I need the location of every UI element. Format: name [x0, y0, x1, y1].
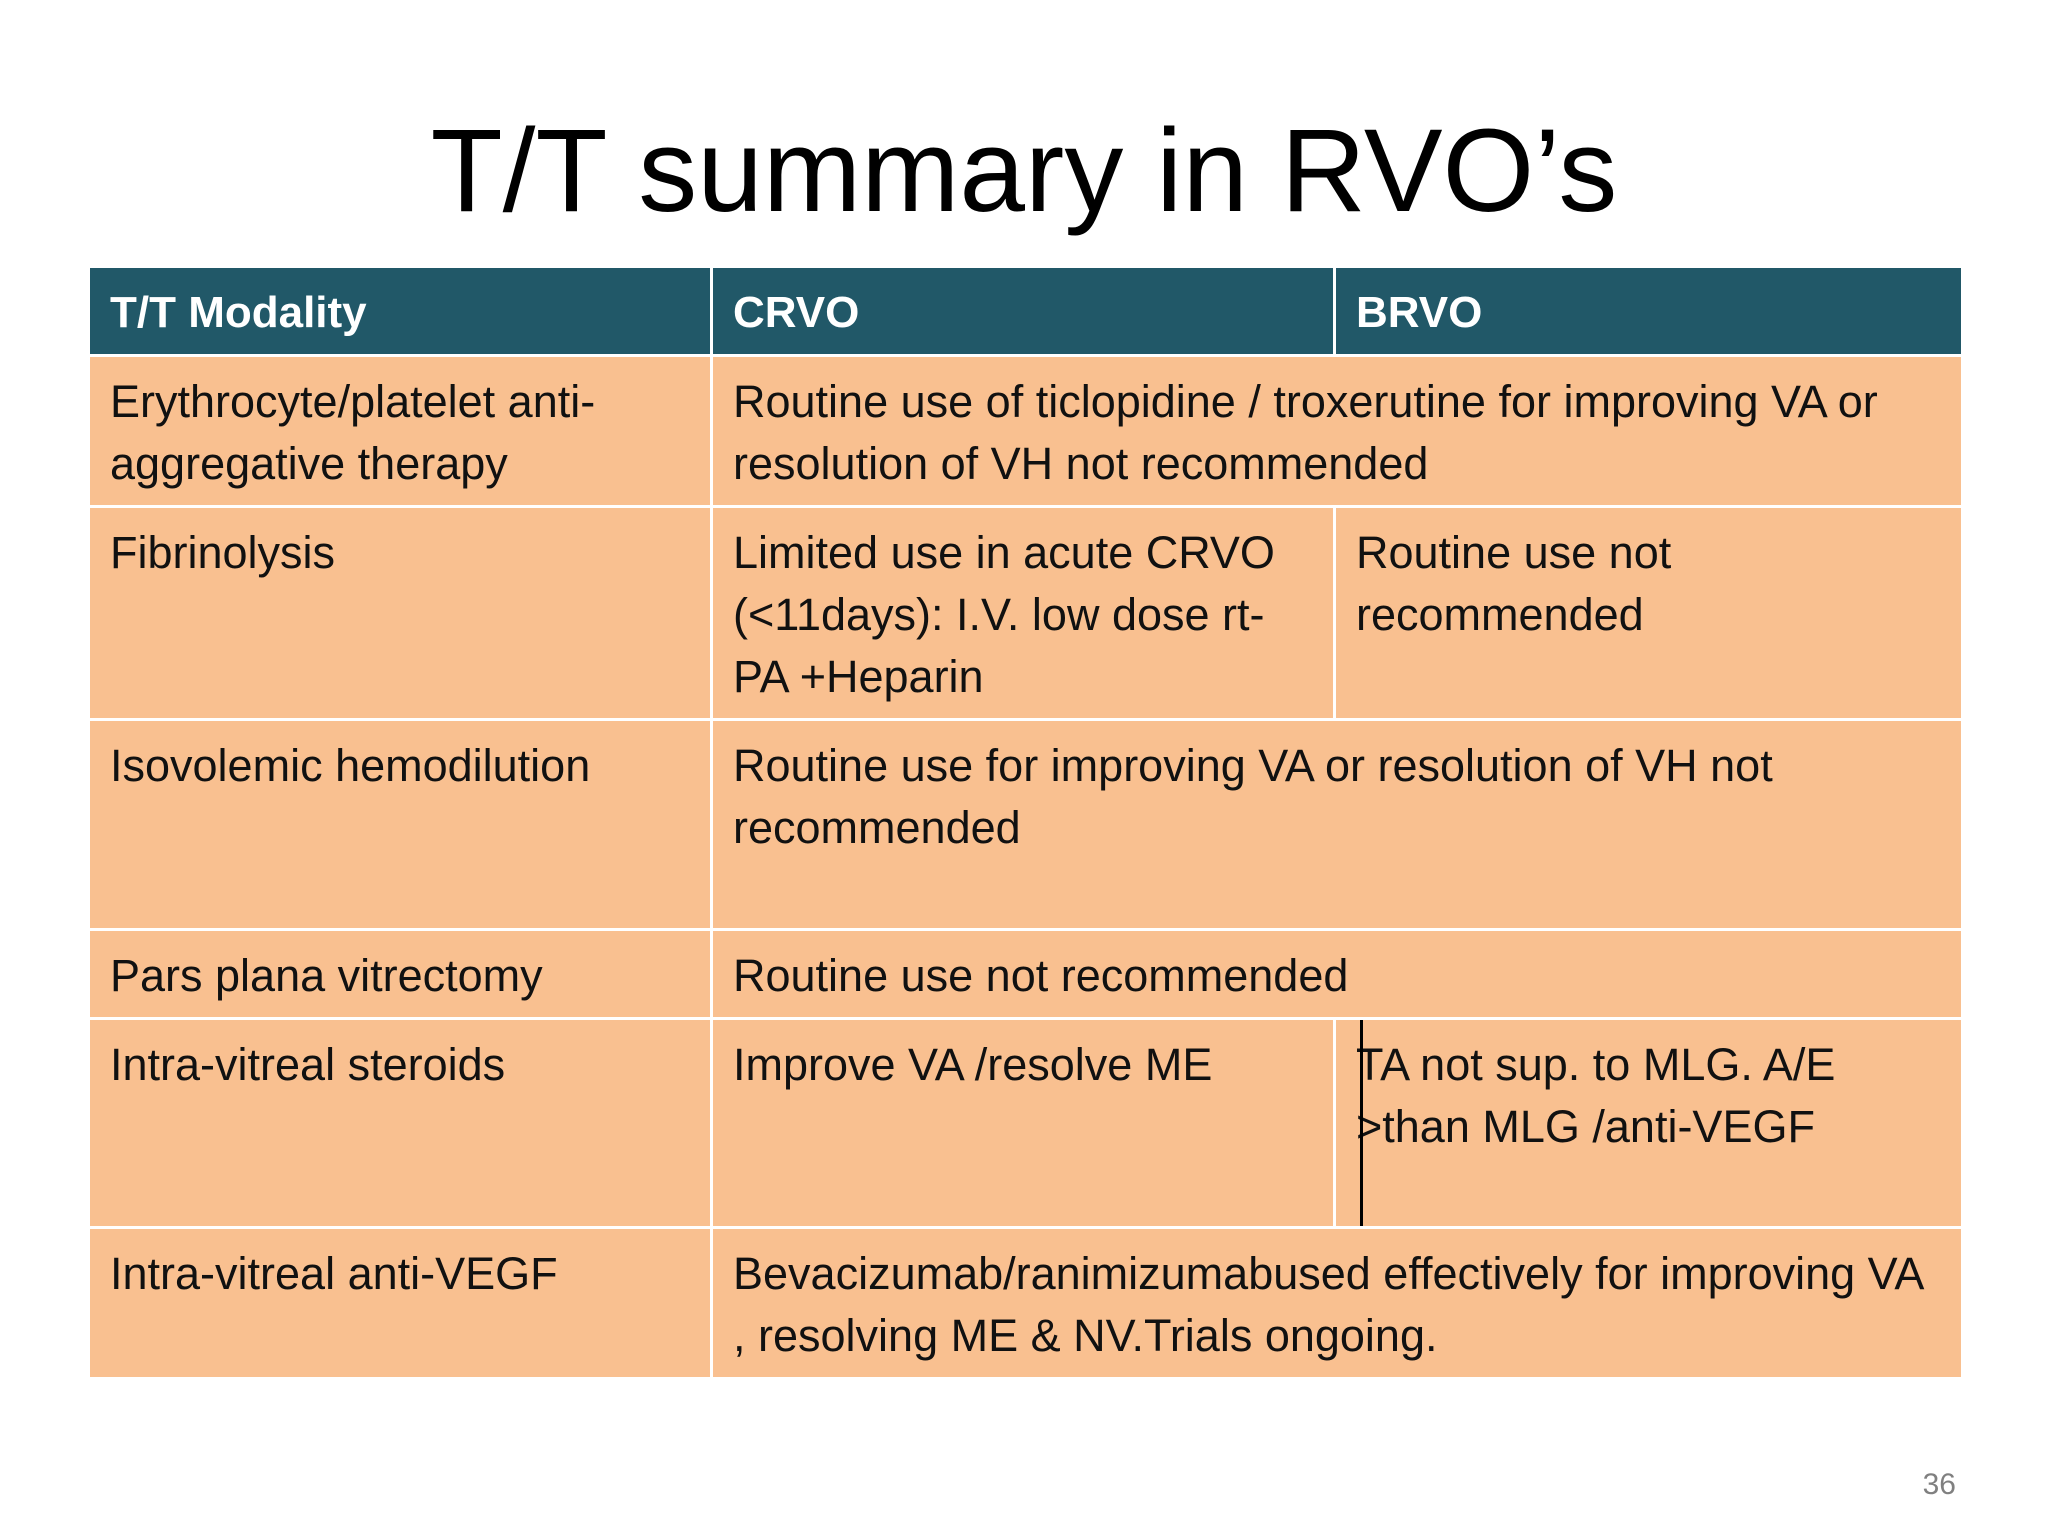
table-row: Intra-vitreal steroids Improve VA /resol…	[87, 1017, 1964, 1229]
modality-cell: Fibrinolysis	[87, 505, 713, 721]
combined-cell: Routine use for improving VA or resoluti…	[710, 718, 1964, 931]
table-row: Pars plana vitrectomy Routine use not re…	[87, 928, 1964, 1020]
combined-cell: Routine use of ticlopidine / troxerutine…	[710, 354, 1964, 508]
header-modality: T/T Modality	[87, 265, 713, 357]
modality-cell: Intra-vitreal steroids	[87, 1017, 713, 1229]
table-row: Isovolemic hemodilution Routine use for …	[87, 718, 1964, 931]
crvo-cell: Improve VA /resolve ME	[710, 1017, 1336, 1229]
brvo-cell: TA not sup. to MLG. A/E >than MLG /anti-…	[1333, 1017, 1964, 1229]
modality-cell: Pars plana vitrectomy	[87, 928, 713, 1020]
table-row: Fibrinolysis Limited use in acute CRVO (…	[87, 505, 1964, 721]
modality-cell: Isovolemic hemodilution	[87, 718, 713, 931]
table-header-row: T/T Modality CRVO BRVO	[87, 265, 1964, 357]
header-crvo: CRVO	[710, 265, 1336, 357]
modality-cell: Intra-vitreal anti-VEGF	[87, 1226, 713, 1380]
modality-cell: Erythrocyte/platelet anti-aggregative th…	[87, 354, 713, 508]
combined-cell: Routine use not recommended	[710, 928, 1964, 1020]
table-row: Erythrocyte/platelet anti-aggregative th…	[87, 354, 1964, 508]
combined-cell: Bevacizumab/ranimizumabused effectively …	[710, 1226, 1964, 1380]
page-number: 36	[1922, 1468, 1956, 1501]
crvo-cell: Limited use in acute CRVO (<11days): I.V…	[710, 505, 1336, 721]
table-row: Intra-vitreal anti-VEGF Bevacizumab/rani…	[87, 1226, 1964, 1380]
slide-title: T/T summary in RVO’s	[430, 105, 1618, 237]
brvo-cell-text: TA not sup. to MLG. A/E >than MLG /anti-…	[1356, 1039, 1836, 1152]
treatment-summary-table: T/T Modality CRVO BRVO Erythrocyte/plate…	[87, 265, 1964, 1380]
brvo-cell: Routine use not recommended	[1333, 505, 1964, 721]
column-divider-line	[1360, 1020, 1363, 1226]
header-brvo: BRVO	[1333, 265, 1964, 357]
